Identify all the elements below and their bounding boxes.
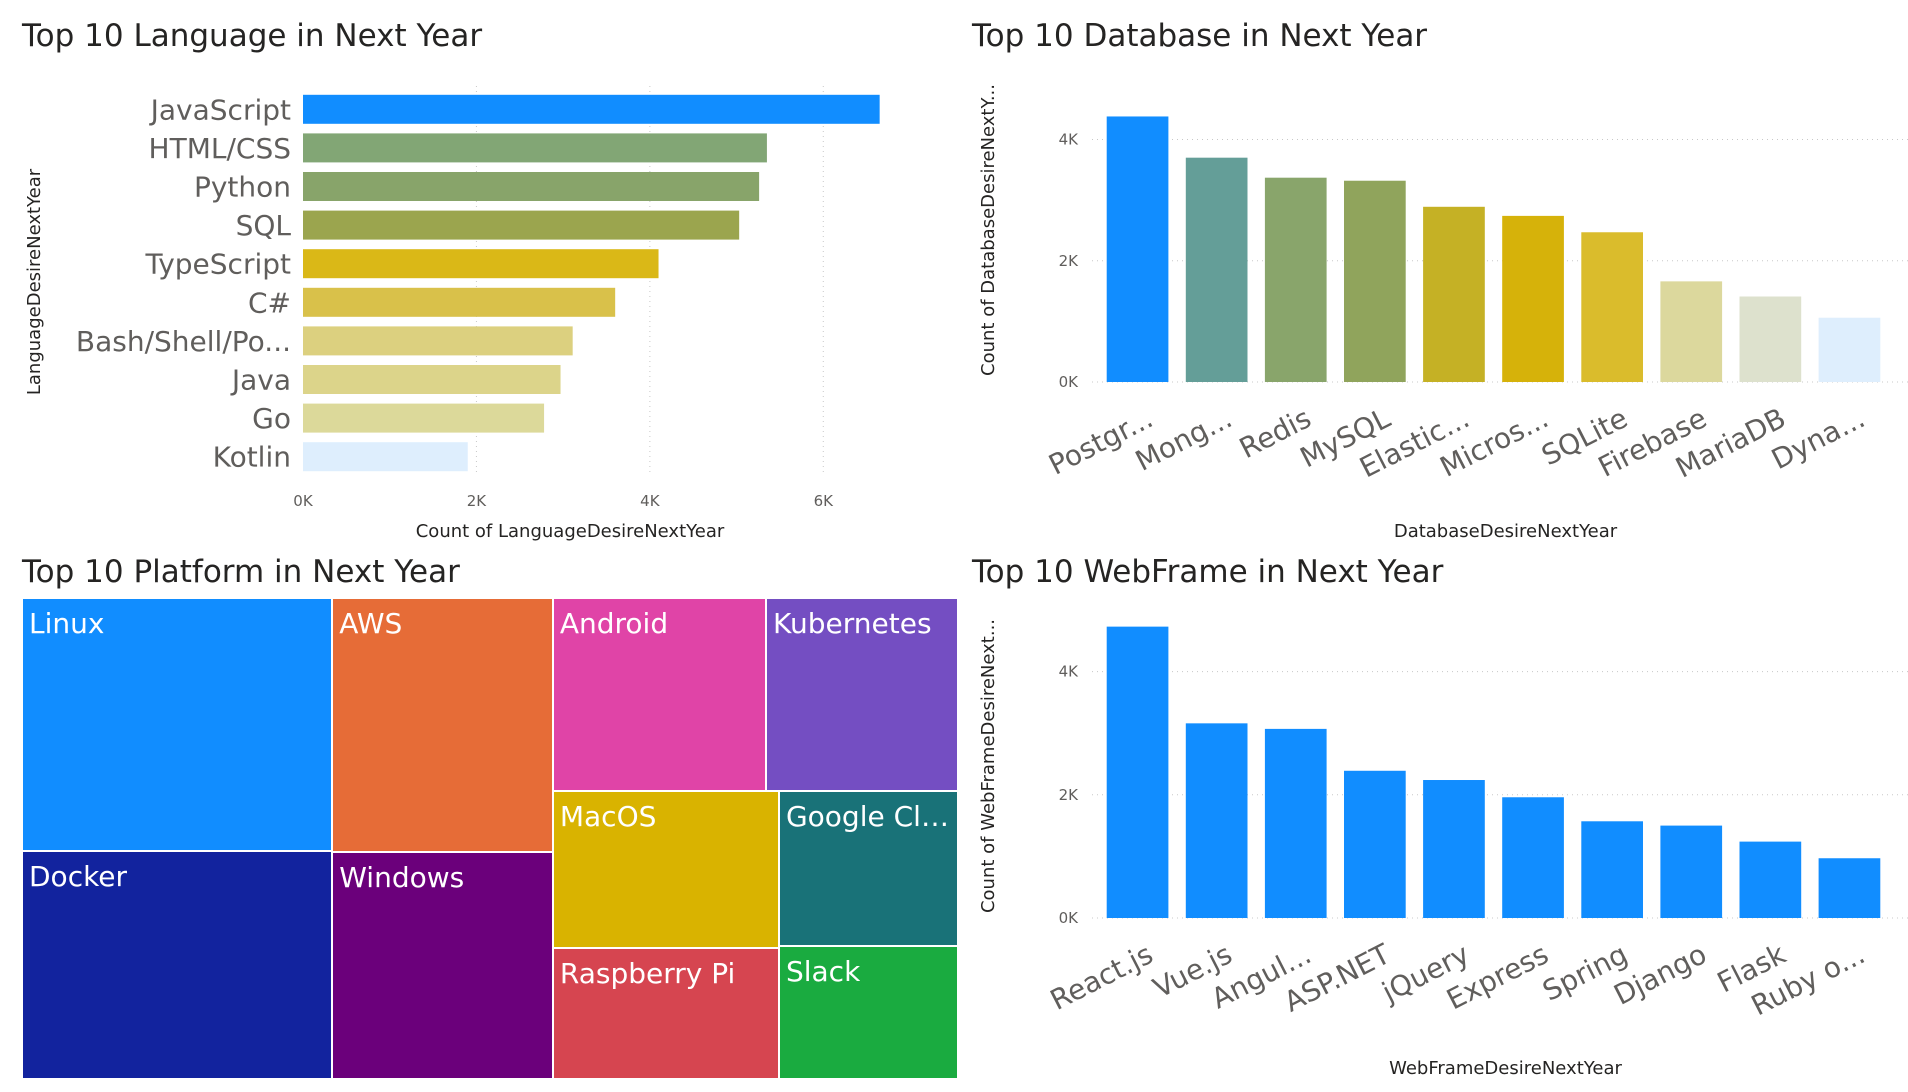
bar-sqlite [1581,232,1643,382]
tile-android: Android [552,598,767,791]
y-tick-label: Python [194,171,291,204]
y-tick-label: Kotlin [213,441,291,474]
tile-label: AWS [339,607,403,640]
database-chart-panel: Top 10 Database in Next Year 0K 2K 4K Postg… [954,0,1908,546]
bar-bash-shell-po [303,326,573,356]
bar-typescript [303,249,659,279]
x-tick-label: 6K [814,492,835,510]
tile-label: MacOS [559,799,657,833]
platform-chart-title: Top 10 Platform in Next Year [22,554,460,590]
webframe-bar-chart: 0K2K4KReact.jsVue.jsAngul...ASP.NETjQuer… [978,619,1908,1079]
bar-elastic [1423,206,1485,382]
x-tick-label: 2K [467,492,488,510]
language-bar-chart: JavaScript HTML/CSS Python SQL TypeScript C# B… [24,86,880,542]
tile-macos: MacOS [552,790,779,949]
bar-mysql [1344,180,1406,382]
bar-dyna [1818,317,1881,382]
y-tick-label: 4K [1059,663,1080,681]
x-tick-label: 0K [293,492,314,510]
bar-jquery [1423,780,1485,918]
y-axis-label: Count of WebFrameDesireNext... [978,619,999,913]
platform-treemap: Linux Docker AWS Windows Android Kubernetes Ma… [22,598,958,1079]
bar-angul [1264,728,1327,918]
tile-label: Docker [29,859,128,893]
y-axis-label: Count of DatabaseDesireNextY... [978,84,999,376]
bar-redis [1264,177,1327,382]
tile-aws: AWS [332,598,553,852]
tile-label: Linux [29,607,105,640]
bar-django [1660,825,1723,918]
tile-raspberry-pi: Raspberry Pi [552,948,779,1079]
bar-javascript [303,94,880,124]
bar-go [303,403,545,433]
tile-label: Windows [339,860,465,894]
database-chart-title: Top 10 Database in Next Year [972,18,1428,54]
bar-micros [1502,215,1564,382]
bar-sql [303,210,740,240]
bar-mong [1185,157,1248,382]
x-axis-label: Count of LanguageDesireNextYear [416,521,725,542]
bar-express [1502,797,1564,918]
tile-label: Slack [785,954,861,988]
bar-vue-js [1185,723,1248,918]
bar-html-css [303,133,767,163]
bar-firebase [1660,281,1723,382]
bar-postgr [1106,116,1169,383]
y-tick-label: HTML/CSS [149,132,291,165]
y-tick-label: JavaScript [149,93,291,126]
tile-slack: Slack [778,945,958,1079]
tile-docker: Docker [22,850,333,1079]
y-tick-label: 2K [1059,786,1080,804]
x-tick-label: React.js [1045,937,1158,1016]
x-tick-label: Django [1609,937,1712,1011]
bar-ruby-o [1818,858,1881,918]
language-chart-title: Top 10 Language in Next Year [22,18,483,54]
y-tick-label: Java [230,364,291,397]
language-chart-panel: Top 10 Language in Next Year JavaScript H… [0,0,954,546]
tile-label: Raspberry Pi [559,957,736,991]
y-tick-label: 0K [1059,373,1080,391]
tile-label: Kubernetes [773,607,932,640]
webframe-chart-panel: Top 10 WebFrame in Next Year 0K 2K 4K React… [954,546,1908,1092]
bar-spring [1581,821,1643,918]
x-axis-label: WebFrameDesireNextYear [1389,1058,1622,1079]
y-tick-label: 4K [1059,131,1080,149]
x-axis-label: DatabaseDesireNextYear [1394,521,1618,542]
tile-label: Google Clou... [785,799,955,833]
bar-asp-net [1344,770,1406,918]
tile-kubernetes: Kubernetes [766,598,958,791]
database-bar-chart: 0K2K4KPostgr...Mong...RedisMySQLElastic.… [978,84,1908,542]
x-tick-label: Dyna... [1766,401,1870,476]
bar-mariadb [1739,296,1802,382]
bar-flask [1739,841,1802,918]
bar-c [303,287,616,317]
platform-chart-panel: Top 10 Platform in Next Year Linux Docker… [0,546,958,1092]
y-axis-label: LanguageDesireNextYear [24,168,45,395]
webframe-chart-title: Top 10 WebFrame in Next Year [972,554,1444,590]
x-tick-label: 4K [640,492,661,510]
bar-java [303,365,561,394]
bar-python [303,172,760,201]
y-tick-label: Go [252,402,291,435]
bar-react-js [1106,626,1169,918]
tile-windows: Windows [332,851,553,1079]
y-tick-label: C# [248,286,291,319]
y-tick-label: 2K [1059,252,1080,270]
y-tick-label: TypeScript [144,248,291,281]
y-tick-label: Bash/Shell/Po... [76,325,291,358]
tile-google-clou: Google Clou... [778,790,958,946]
tile-label: Android [559,607,669,640]
y-tick-label: 0K [1059,909,1080,927]
y-tick-label: SQL [236,209,292,242]
bar-kotlin [303,442,468,472]
tile-linux: Linux [22,598,333,851]
